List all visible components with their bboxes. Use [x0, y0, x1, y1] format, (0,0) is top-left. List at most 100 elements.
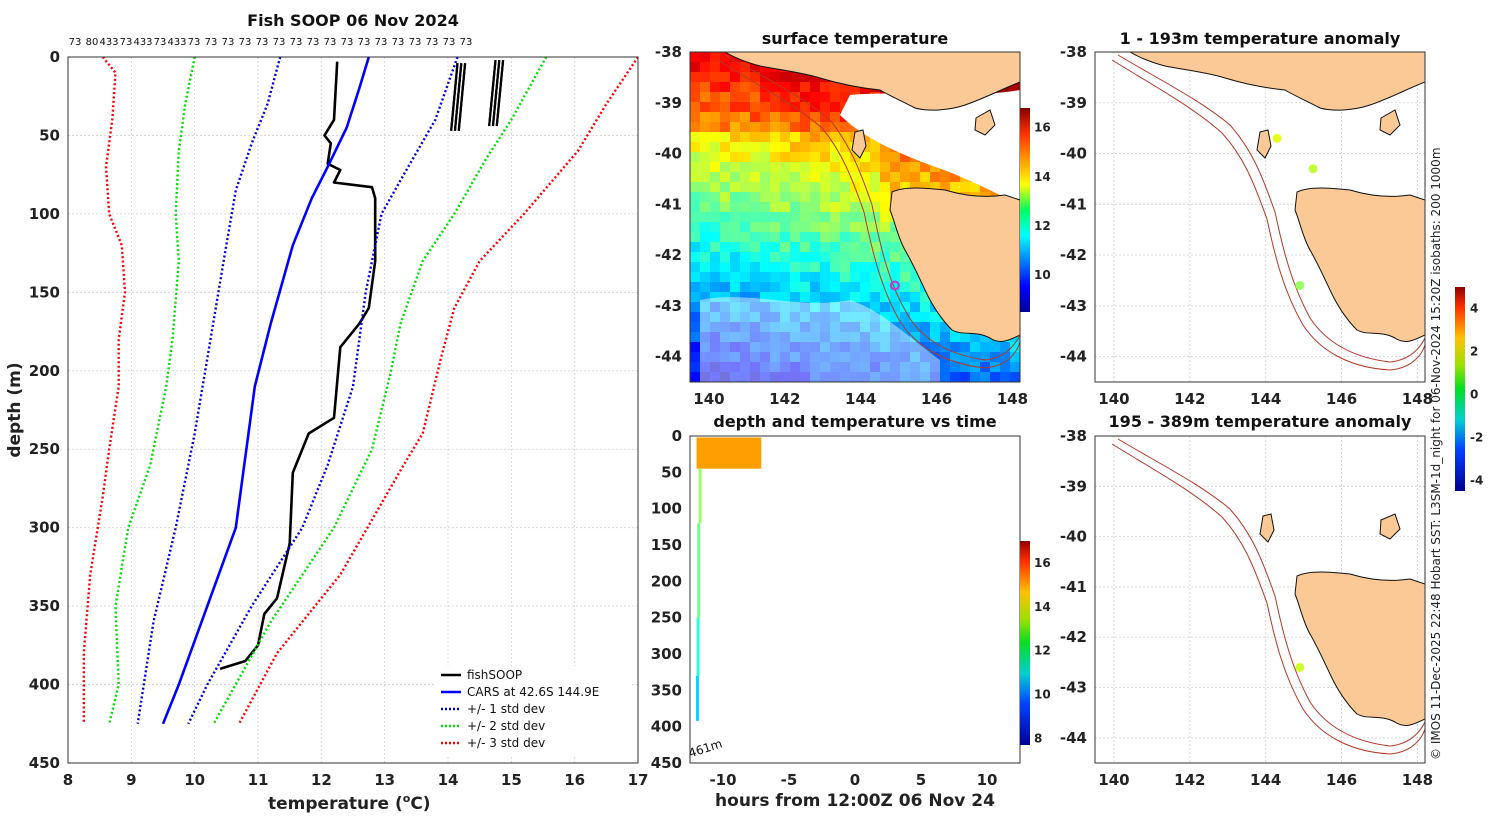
- sst-cell: [780, 262, 791, 273]
- depth-time-mark: [696, 617, 700, 676]
- sst-cell: [750, 132, 761, 143]
- sst-cell: [710, 192, 721, 203]
- sst-cell: [770, 282, 781, 293]
- sst-cell: [800, 122, 811, 133]
- depth-time-mark: [698, 468, 702, 524]
- sst-cell: [920, 182, 931, 193]
- sst-cell: [780, 282, 791, 293]
- sst-cell: [800, 372, 811, 382]
- sst-cell: [740, 132, 751, 143]
- sst-cell: [880, 252, 891, 263]
- sst-king-island: [851, 129, 867, 159]
- sst-cell: [690, 242, 701, 253]
- sst-cell: [870, 362, 881, 373]
- sst-cell: [690, 122, 701, 133]
- sst-cell: [700, 302, 711, 313]
- anomaly-map-2-content: [1095, 436, 1425, 763]
- sst-cell: [850, 162, 861, 173]
- sst-cell: [810, 202, 821, 213]
- sst-cell: [850, 332, 861, 343]
- sst-cell: [700, 372, 711, 382]
- profile-y-axis-label: depth (m): [5, 362, 25, 457]
- depth-time-y-tick-label: 150: [651, 536, 682, 554]
- sst-cell: [710, 182, 721, 193]
- sst-cell: [800, 342, 811, 353]
- sst-cell: [730, 312, 741, 323]
- sst-cell: [790, 362, 801, 373]
- sst-cell: [910, 322, 921, 333]
- profile-count-label: 73: [273, 37, 286, 48]
- depth-time-plot-area: [690, 436, 1020, 763]
- fishsoop-surface-trace: [491, 60, 501, 127]
- sst-cell: [700, 52, 711, 63]
- legend-box: [436, 666, 632, 756]
- sst-cell: [790, 292, 801, 303]
- sst-cell: [820, 342, 831, 353]
- sst-cell: [730, 372, 741, 382]
- sst-cell: [830, 302, 841, 313]
- sst-cell: [860, 152, 871, 163]
- sst-cell: [720, 292, 731, 303]
- sst-cell: [840, 232, 851, 243]
- sst-cell: [760, 352, 771, 363]
- map-x-tick-label: 146: [1326, 771, 1357, 789]
- map-x-tick-label: 148: [1402, 390, 1433, 408]
- sst-cell: [800, 202, 811, 213]
- sst-cell: [790, 162, 801, 173]
- sst-cell: [910, 172, 921, 183]
- sst-cell: [690, 182, 701, 193]
- sst-cell: [850, 242, 861, 253]
- a2-isobath-1000: [1111, 443, 1425, 755]
- sst-cell: [760, 162, 771, 173]
- sst-cell: [840, 182, 851, 193]
- sst-cell: [790, 282, 801, 293]
- sst-cell: [870, 272, 881, 283]
- profile-count-label: 73: [205, 37, 218, 48]
- sst-cell: [800, 362, 811, 373]
- depth-time-y-tick-label: 0: [672, 427, 682, 445]
- sst-cell: [920, 352, 931, 363]
- sst-cell: [780, 332, 791, 343]
- anomaly-map-2-frame: [1094, 435, 1426, 764]
- sst-cell: [740, 62, 751, 73]
- sst-cell: [830, 232, 841, 243]
- sst-cell: [710, 62, 721, 73]
- sst-cell: [850, 302, 861, 313]
- sst-cell: [950, 352, 961, 363]
- sst-cell: [780, 372, 791, 382]
- sst-colorbar-tick: 16: [1034, 121, 1051, 135]
- sst-cell: [730, 162, 741, 173]
- sst-cell: [890, 282, 901, 293]
- profile-y-tick-label: 50: [39, 126, 60, 144]
- sst-cell: [740, 362, 751, 373]
- sst-cell: [720, 232, 731, 243]
- map-x-tick-label: 140: [693, 390, 724, 408]
- sst-cell: [1010, 342, 1020, 353]
- legend-label-cars: CARS at 42.6S 144.9E: [467, 685, 599, 699]
- profile-count-label: 433: [167, 37, 186, 48]
- sst-cell: [850, 292, 861, 303]
- sst-cell: [970, 332, 981, 343]
- sst-map-panel: surface temperature 140 142 144 146 148 -38 -3…: [655, 29, 1051, 408]
- sst-cell: [760, 292, 771, 303]
- map-y-tick-label: -42: [1060, 628, 1087, 646]
- sst-cell: [690, 302, 701, 313]
- sst-cell: [910, 342, 921, 353]
- sst-cell: [900, 272, 911, 283]
- sst-cell: [950, 172, 961, 183]
- sst-cell: [830, 112, 841, 123]
- sst-cell: [800, 132, 811, 143]
- sst-cell: [810, 122, 821, 133]
- profile-panel: 8 9 10 11 12 13 14 15 16 17 0 50 100 150 200 250 300 350 4…: [5, 11, 648, 814]
- sst-cell: [730, 332, 741, 343]
- sst-cell: [690, 232, 701, 243]
- sst-cell: [780, 202, 791, 213]
- sst-cell: [780, 302, 791, 313]
- profile-count-label: 73: [375, 37, 388, 48]
- sst-cell: [710, 242, 721, 253]
- anomaly-map-2-panel: 195 - 389m temperature anomaly 140 142 144…: [1060, 412, 1433, 789]
- sst-cell: [830, 92, 841, 103]
- sst-cell: [700, 322, 711, 333]
- sst-cell: [770, 362, 781, 373]
- sst-cell: [830, 372, 841, 382]
